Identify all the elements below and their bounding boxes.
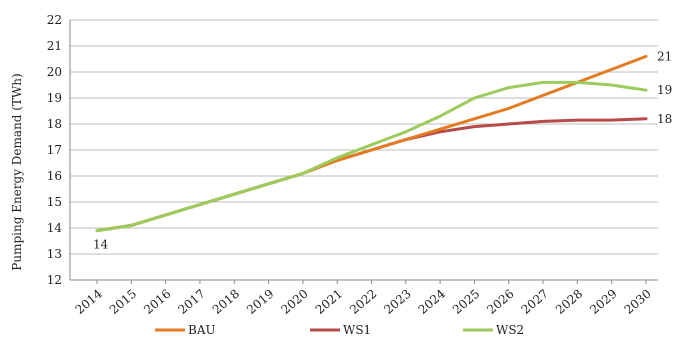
legend-label-ws2: WS2	[496, 323, 524, 337]
x-tick-label: 2026	[484, 287, 516, 317]
end-label-bau: 21	[657, 49, 672, 63]
legend: BAU WS1 WS2	[155, 323, 524, 337]
y-tick-label: 17	[47, 143, 62, 157]
x-tick-label: 2024	[416, 286, 449, 317]
y-tick-label: 19	[47, 91, 62, 105]
legend-label-bau: BAU	[188, 323, 216, 337]
y-tick-label: 12	[47, 273, 62, 287]
x-tick-labels: 2014 2015 2016 2017 2018 2019 2020 2021 2022 2023…	[73, 286, 654, 317]
y-tick-label: 15	[47, 195, 62, 209]
x-tick-label: 2020	[278, 287, 310, 317]
y-tick-label: 20	[47, 65, 62, 79]
x-tick-label: 2019	[244, 287, 276, 317]
x-tick-label: 2030	[622, 287, 654, 317]
y-tick-label: 16	[47, 169, 62, 183]
series-lines	[95, 54, 648, 233]
x-tick-label: 2029	[587, 287, 619, 317]
x-tick-label: 2021	[313, 287, 345, 317]
series-line-ws2	[95, 80, 648, 233]
x-tick-label: 2016	[141, 287, 173, 317]
y-tick-label: 21	[47, 39, 62, 53]
x-tick-label: 2015	[107, 287, 139, 317]
y-tick-label: 13	[47, 247, 62, 261]
x-tick-label: 2023	[381, 287, 413, 317]
y-tick-label: 14	[47, 221, 63, 235]
start-label: 14	[93, 238, 109, 252]
x-tick-label: 2017	[175, 287, 207, 317]
x-tick-label: 2028	[553, 287, 585, 317]
x-tick-label: 2018	[210, 287, 242, 317]
x-tick-label: 2027	[519, 287, 551, 317]
series-line-ws1	[95, 117, 648, 233]
x-tick-label: 2025	[450, 287, 482, 317]
y-tick-label: 22	[47, 13, 62, 27]
y-tick-label: 18	[47, 117, 62, 131]
legend-label-ws1: WS1	[343, 323, 371, 337]
data-labels: 21 18 19 14	[93, 49, 672, 251]
gridlines	[70, 19, 658, 281]
x-tick-label: 2014	[73, 286, 106, 317]
end-label-ws1: 18	[657, 112, 672, 126]
axes	[69, 20, 658, 284]
x-tick-label: 2022	[347, 287, 379, 317]
y-axis-title: Pumping Energy Demand (TWh)	[10, 73, 24, 270]
end-label-ws2: 19	[657, 83, 672, 97]
y-tick-labels: 12 13 14 15 16 17 18 19 20 21 22	[47, 13, 63, 287]
